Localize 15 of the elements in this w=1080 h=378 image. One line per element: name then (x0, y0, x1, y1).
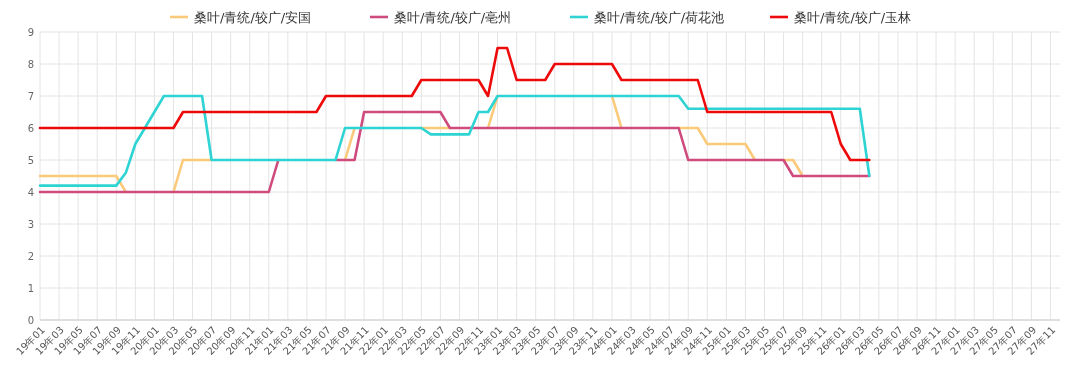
y-tick-label: 8 (27, 58, 34, 70)
y-tick-label: 4 (27, 186, 34, 198)
legend-label: 桑叶/青统/较广/荷花池 (594, 9, 725, 25)
legend-label: 桑叶/青统/较广/亳州 (394, 9, 512, 25)
legend-label: 桑叶/青统/较广/玉林 (794, 9, 912, 25)
y-tick-label: 7 (27, 90, 34, 102)
y-tick-label: 5 (27, 154, 34, 166)
y-tick-label: 2 (27, 250, 34, 262)
line-series (38, 46, 871, 162)
y-tick-label: 6 (27, 122, 34, 134)
y-tick-label: 9 (27, 26, 34, 38)
y-tick-label: 0 (27, 314, 34, 326)
legend-label: 桑叶/青统/较广/安国 (194, 9, 312, 25)
y-tick-label: 1 (27, 282, 34, 294)
y-tick-label: 3 (27, 218, 34, 230)
